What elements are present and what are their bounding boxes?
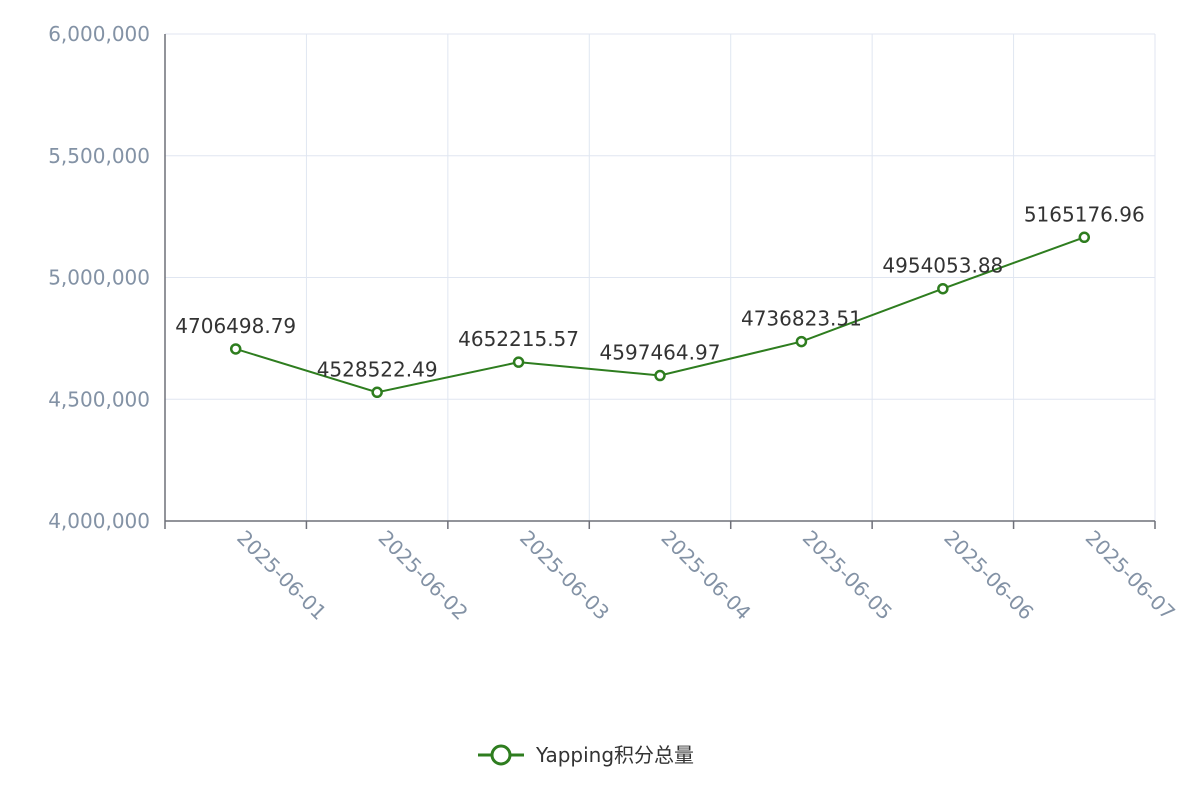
data-point[interactable] xyxy=(512,356,525,368)
data-point[interactable] xyxy=(654,369,666,382)
y-tick-label: 4,500,000 xyxy=(48,387,150,411)
y-tick-label: 5,500,000 xyxy=(48,144,150,168)
data-point[interactable] xyxy=(937,282,949,295)
data-label: 5165176.96 xyxy=(1024,202,1145,226)
data-point[interactable] xyxy=(229,343,242,355)
data-label: 4652215.57 xyxy=(458,327,579,351)
grid-layer xyxy=(165,33,1156,521)
x-tick-label: 2025-06-03 xyxy=(515,526,614,625)
x-tick-label: 2025-06-07 xyxy=(1081,526,1180,625)
legend[interactable]: Yapping积分总量 xyxy=(478,743,694,767)
y-tick-label: 4,000,000 xyxy=(48,509,150,533)
data-point[interactable] xyxy=(371,386,383,399)
data-label: 4528522.49 xyxy=(317,357,438,381)
x-tick-label: 2025-06-04 xyxy=(656,526,755,625)
series-layer xyxy=(229,231,1091,399)
data-point[interactable] xyxy=(1078,231,1091,244)
data-point[interactable] xyxy=(795,335,808,348)
data-labels: 4706498.79 4528522.49 4652215.57 4597464.97… xyxy=(175,202,1144,381)
data-label: 4706498.79 xyxy=(175,314,296,338)
legend-marker-icon xyxy=(490,744,512,766)
x-tick-label: 2025-06-06 xyxy=(939,526,1038,625)
x-tick-label: 2025-06-05 xyxy=(798,526,897,625)
y-tick-label: 6,000,000 xyxy=(48,22,150,46)
data-label: 4597464.97 xyxy=(600,341,721,365)
legend-label[interactable]: Yapping积分总量 xyxy=(535,743,694,767)
x-tick-labels: 2025-06-01 2025-06-02 2025-06-03 2025-06-04… xyxy=(232,526,1180,625)
data-label: 4736823.51 xyxy=(741,307,862,331)
x-tick-label: 2025-06-01 xyxy=(232,526,331,625)
y-tick-labels: 4,000,000 4,500,000 5,000,000 5,500,000 6,00… xyxy=(48,22,150,533)
axis-layer xyxy=(164,34,1156,529)
y-tick-label: 5,000,000 xyxy=(48,266,150,290)
data-label: 4954053.88 xyxy=(882,254,1003,278)
x-tick-label: 2025-06-02 xyxy=(374,526,473,625)
